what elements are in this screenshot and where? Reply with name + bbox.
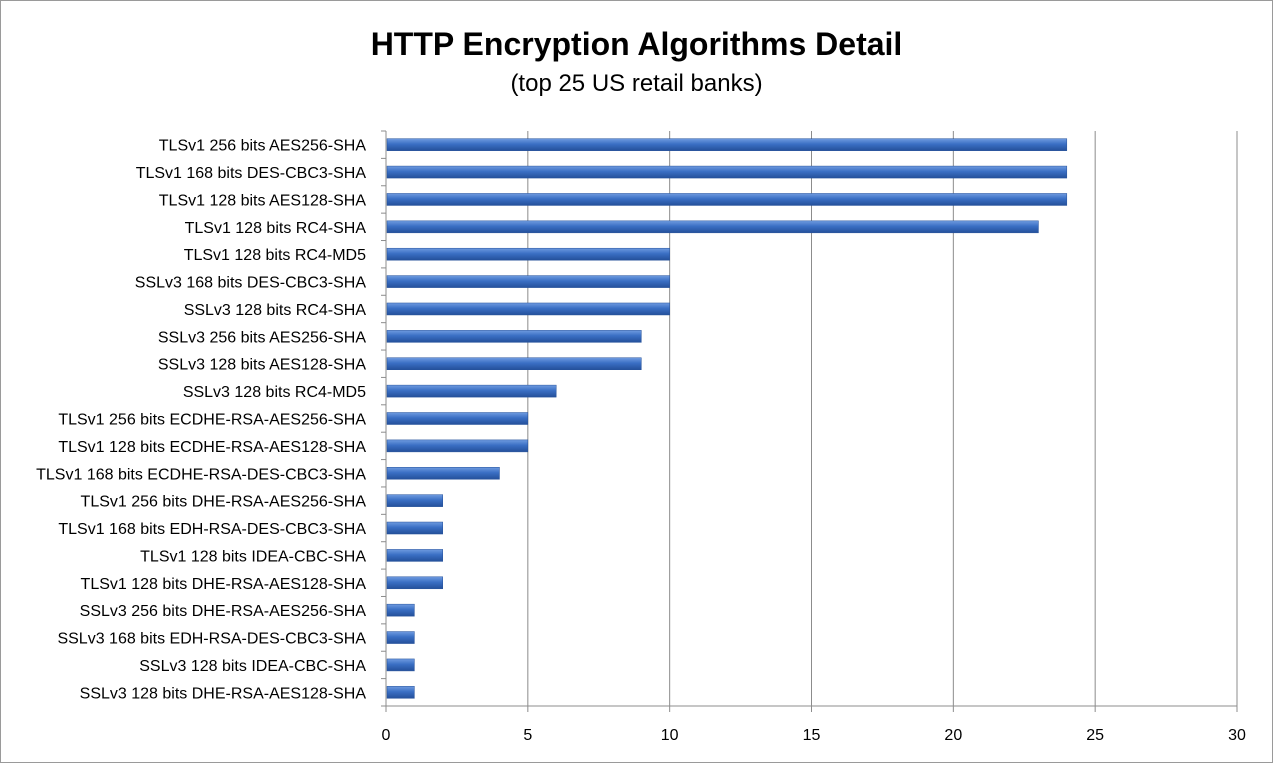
bar-1 — [386, 165, 1068, 179]
chart-subtitle: (top 25 US retail banks) — [510, 70, 763, 97]
bar-3 — [386, 220, 1039, 234]
bar-13 — [386, 494, 443, 507]
x-tick-label-0: 0 — [382, 727, 391, 744]
chart-title: HTTP Encryption Algorithms Detail — [370, 26, 903, 62]
x-tick-label-25: 25 — [1086, 727, 1104, 744]
category-label-20: SSLv3 128 bits DHE-RSA-AES128-SHA — [80, 685, 367, 702]
category-label-10: TLSv1 256 bits ECDHE-RSA-AES256-SHA — [58, 412, 366, 429]
bar-7 — [386, 330, 642, 343]
category-label-14: TLSv1 168 bits EDH-RSA-DES-CBC3-SHA — [58, 521, 366, 538]
category-label-12: TLSv1 168 bits ECDHE-RSA-DES-CBC3-SHA — [36, 466, 366, 483]
category-label-19: SSLv3 128 bits IDEA-CBC-SHA — [139, 658, 366, 675]
bar-18 — [386, 631, 415, 644]
category-label-17: SSLv3 256 bits DHE-RSA-AES256-SHA — [80, 603, 367, 620]
category-label-5: SSLv3 168 bits DES-CBC3-SHA — [135, 275, 367, 292]
bar-17 — [386, 603, 415, 617]
category-label-11: TLSv1 128 bits ECDHE-RSA-AES128-SHA — [58, 439, 366, 456]
category-label-4: TLSv1 128 bits RC4-MD5 — [184, 247, 366, 264]
bar-4 — [386, 247, 670, 261]
category-label-13: TLSv1 256 bits DHE-RSA-AES256-SHA — [81, 494, 367, 511]
bar-14 — [386, 521, 443, 535]
x-tick-label-5: 5 — [523, 727, 532, 744]
category-label-8: SSLv3 128 bits AES128-SHA — [158, 357, 366, 374]
bar-6 — [386, 302, 670, 316]
bar-11 — [386, 439, 529, 453]
bar-12 — [386, 467, 500, 480]
category-label-9: SSLv3 128 bits RC4-MD5 — [183, 384, 366, 401]
category-label-3: TLSv1 128 bits RC4-SHA — [185, 220, 367, 237]
bar-9 — [386, 384, 557, 398]
bar-5 — [386, 275, 670, 288]
category-label-0: TLSv1 256 bits AES256-SHA — [159, 138, 367, 155]
bar-16 — [386, 576, 443, 590]
category-label-6: SSLv3 128 bits RC4-SHA — [184, 302, 367, 319]
category-label-16: TLSv1 128 bits DHE-RSA-AES128-SHA — [81, 576, 367, 593]
x-tick-label-10: 10 — [661, 727, 679, 744]
bar-8 — [386, 357, 642, 370]
bar-15 — [386, 549, 443, 562]
category-label-7: SSLv3 256 bits AES256-SHA — [158, 329, 366, 346]
x-tick-label-20: 20 — [944, 727, 962, 744]
category-label-15: TLSv1 128 bits IDEA-CBC-SHA — [140, 548, 366, 565]
bar-19 — [386, 658, 415, 672]
category-label-2: TLSv1 128 bits AES128-SHA — [159, 192, 367, 209]
bar-20 — [386, 686, 415, 699]
bar-2 — [386, 193, 1068, 206]
bar-0 — [386, 138, 1068, 151]
bar-10 — [386, 412, 529, 425]
x-tick-label-15: 15 — [803, 727, 821, 744]
category-label-1: TLSv1 168 bits DES-CBC3-SHA — [136, 165, 367, 182]
category-label-18: SSLv3 168 bits EDH-RSA-DES-CBC3-SHA — [57, 631, 366, 648]
x-tick-label-30: 30 — [1228, 727, 1246, 744]
